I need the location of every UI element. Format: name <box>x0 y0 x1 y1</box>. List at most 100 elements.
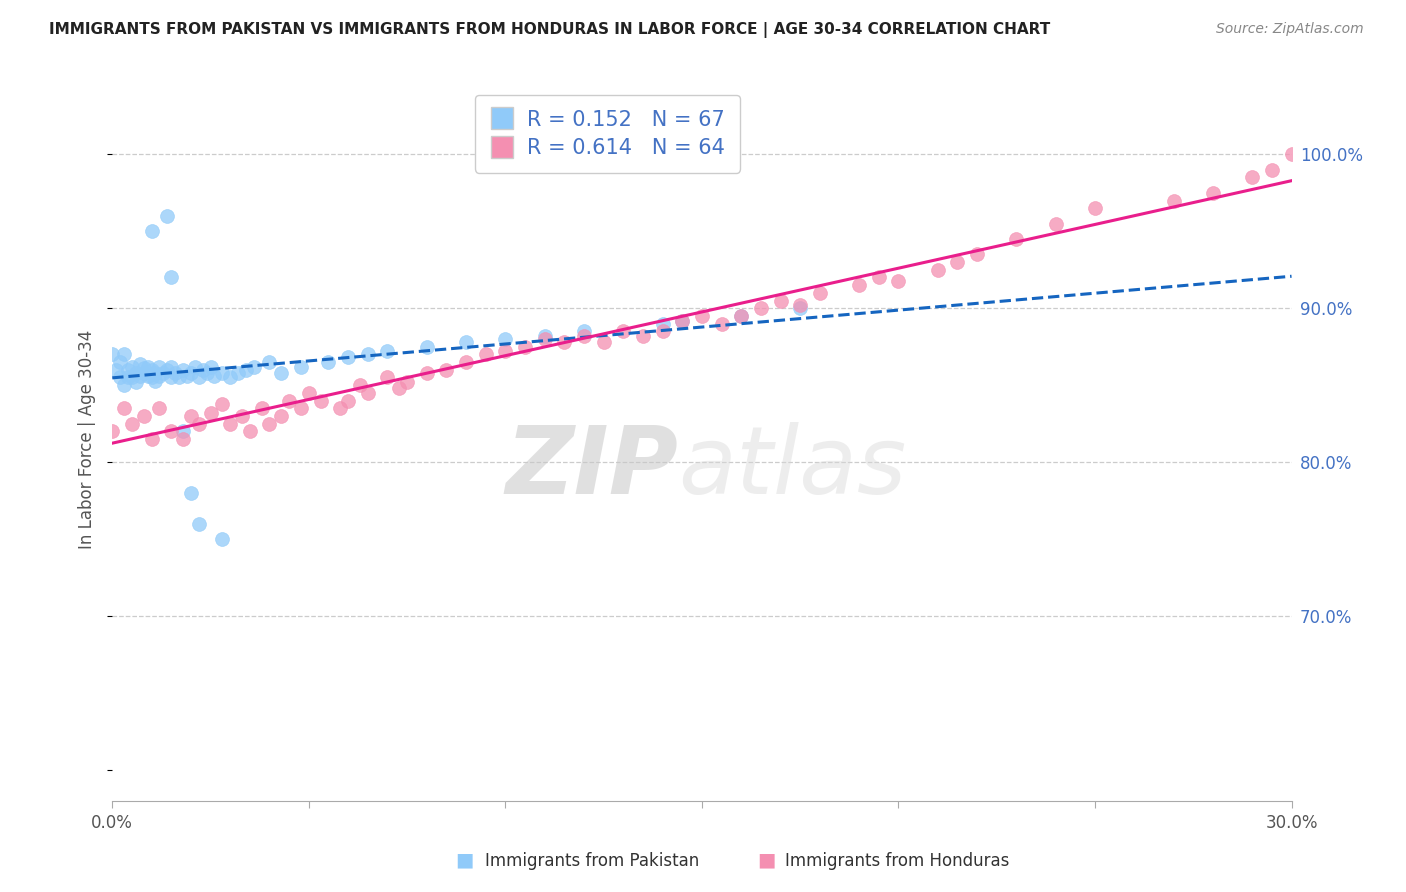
Text: IMMIGRANTS FROM PAKISTAN VS IMMIGRANTS FROM HONDURAS IN LABOR FORCE | AGE 30-34 : IMMIGRANTS FROM PAKISTAN VS IMMIGRANTS F… <box>49 22 1050 38</box>
Point <box>309 393 332 408</box>
Point <box>298 385 321 400</box>
Point <box>195 366 218 380</box>
Point <box>156 363 179 377</box>
Point <box>180 409 202 423</box>
Point <box>749 301 772 316</box>
Point <box>132 366 155 380</box>
Point <box>112 378 135 392</box>
Point <box>946 255 969 269</box>
Point <box>416 366 439 380</box>
Point <box>101 425 124 439</box>
Point <box>290 401 312 416</box>
Point <box>651 317 673 331</box>
Point <box>160 270 183 285</box>
Point <box>1005 232 1028 246</box>
Point <box>121 359 143 374</box>
Point <box>172 425 194 439</box>
Point <box>769 293 792 308</box>
Point <box>513 340 536 354</box>
Text: Immigrants from Pakistan: Immigrants from Pakistan <box>485 852 699 870</box>
Point <box>176 368 198 383</box>
Point <box>121 417 143 431</box>
Point <box>1202 186 1225 200</box>
Text: Source: ZipAtlas.com: Source: ZipAtlas.com <box>1216 22 1364 37</box>
Point <box>553 334 575 349</box>
Point <box>357 347 380 361</box>
Point <box>533 329 555 343</box>
Point <box>396 375 419 389</box>
Point <box>191 363 214 377</box>
Point <box>730 309 752 323</box>
Point <box>651 324 673 338</box>
Legend: R = 0.152   N = 67, R = 0.614   N = 64: R = 0.152 N = 67, R = 0.614 N = 64 <box>475 95 740 172</box>
Point <box>108 355 131 369</box>
Point <box>187 417 209 431</box>
Y-axis label: In Labor Force | Age 30-34: In Labor Force | Age 30-34 <box>79 329 96 549</box>
Point <box>242 359 264 374</box>
Point <box>259 417 281 431</box>
Point <box>165 366 187 380</box>
Point <box>631 329 654 343</box>
Point <box>125 375 148 389</box>
Point <box>148 359 170 374</box>
Point <box>494 332 516 346</box>
Point <box>141 370 163 384</box>
Point <box>1261 162 1284 177</box>
Point <box>789 301 811 316</box>
Point <box>730 309 752 323</box>
Point <box>239 425 262 439</box>
Point <box>167 370 190 384</box>
Point <box>710 317 733 331</box>
Point <box>1241 170 1264 185</box>
Point <box>1281 147 1303 161</box>
Point <box>211 532 233 546</box>
Point <box>454 355 477 369</box>
Point <box>219 370 242 384</box>
Point <box>388 381 411 395</box>
Point <box>152 366 174 380</box>
Point <box>128 357 150 371</box>
Point <box>1045 217 1067 231</box>
Point <box>112 401 135 416</box>
Point <box>494 344 516 359</box>
Point <box>184 359 207 374</box>
Point <box>112 347 135 361</box>
Point <box>204 368 226 383</box>
Point <box>141 432 163 446</box>
Point <box>250 401 273 416</box>
Point <box>337 393 360 408</box>
Point <box>270 366 292 380</box>
Point <box>671 313 693 327</box>
Point <box>377 344 399 359</box>
Point <box>454 334 477 349</box>
Point <box>219 417 242 431</box>
Text: atlas: atlas <box>678 423 907 514</box>
Point <box>172 363 194 377</box>
Point <box>180 485 202 500</box>
Point <box>180 366 202 380</box>
Text: ■: ■ <box>756 851 776 870</box>
Point <box>132 409 155 423</box>
Point <box>121 370 143 384</box>
Point <box>533 332 555 346</box>
Point <box>572 329 595 343</box>
Point <box>211 396 233 410</box>
Point <box>101 347 124 361</box>
Point <box>259 355 281 369</box>
Text: ■: ■ <box>454 851 474 870</box>
Point <box>290 359 312 374</box>
Point <box>789 298 811 312</box>
Point <box>160 425 183 439</box>
Point <box>927 262 949 277</box>
Point <box>887 273 910 287</box>
Point <box>278 393 301 408</box>
Point <box>108 370 131 384</box>
Point <box>211 366 233 380</box>
Point <box>572 324 595 338</box>
Point <box>187 516 209 531</box>
Point <box>117 370 139 384</box>
Point <box>145 366 167 380</box>
Point <box>690 309 713 323</box>
Point <box>125 366 148 380</box>
Point <box>172 432 194 446</box>
